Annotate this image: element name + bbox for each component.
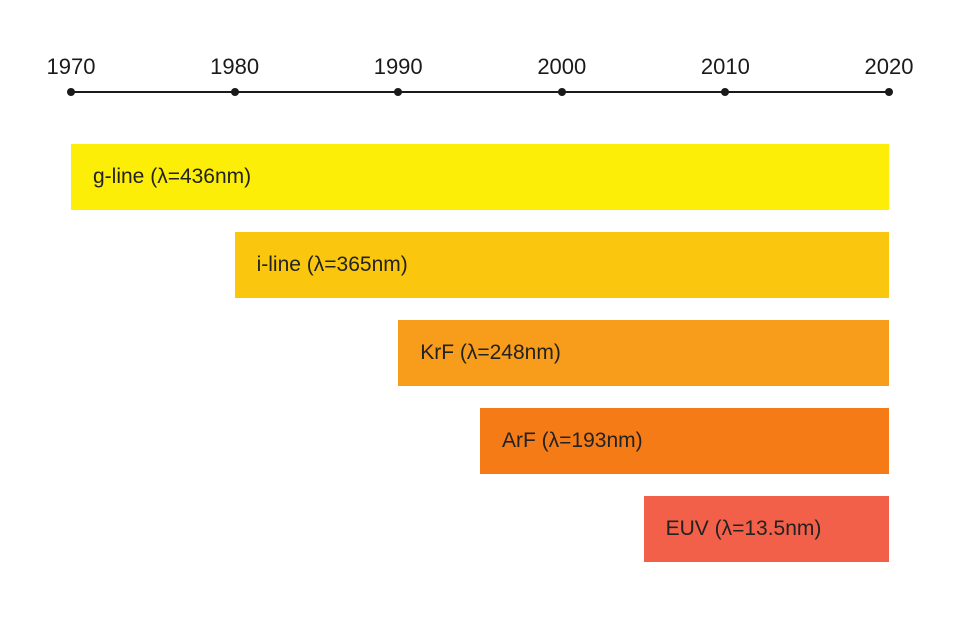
timeline-bar: i-line (λ=365nm)	[235, 232, 889, 298]
timeline-bar: EUV (λ=13.5nm)	[644, 496, 889, 562]
timeline-tick-label: 2000	[537, 54, 586, 80]
timeline-bar-label: g-line (λ=436nm)	[93, 165, 251, 189]
timeline-chart: 1970 1980 1990 2000 2010 2020 g-line (λ=436nm)…	[0, 0, 960, 630]
timeline-bar-label: KrF (λ=248nm)	[420, 341, 561, 365]
timeline-bar-label: i-line (λ=365nm)	[257, 253, 408, 277]
timeline-bar-label: ArF (λ=193nm)	[502, 429, 643, 453]
timeline-bar-label: EUV (λ=13.5nm)	[666, 517, 822, 541]
timeline-bar: g-line (λ=436nm)	[71, 144, 889, 210]
timeline-tick-label: 1980	[210, 54, 259, 80]
timeline-tick-dot	[885, 88, 893, 96]
timeline-tick-dot	[394, 88, 402, 96]
timeline-axis-line	[71, 91, 889, 93]
timeline-bar: ArF (λ=193nm)	[480, 408, 889, 474]
timeline-tick-label: 1990	[374, 54, 423, 80]
timeline-tick-label: 1970	[47, 54, 96, 80]
timeline-bar: KrF (λ=248nm)	[398, 320, 889, 386]
timeline-tick-dot	[721, 88, 729, 96]
timeline-tick-dot	[67, 88, 75, 96]
timeline-tick-label: 2010	[701, 54, 750, 80]
timeline-tick-dot	[231, 88, 239, 96]
timeline-tick-dot	[558, 88, 566, 96]
timeline-tick-label: 2020	[865, 54, 914, 80]
